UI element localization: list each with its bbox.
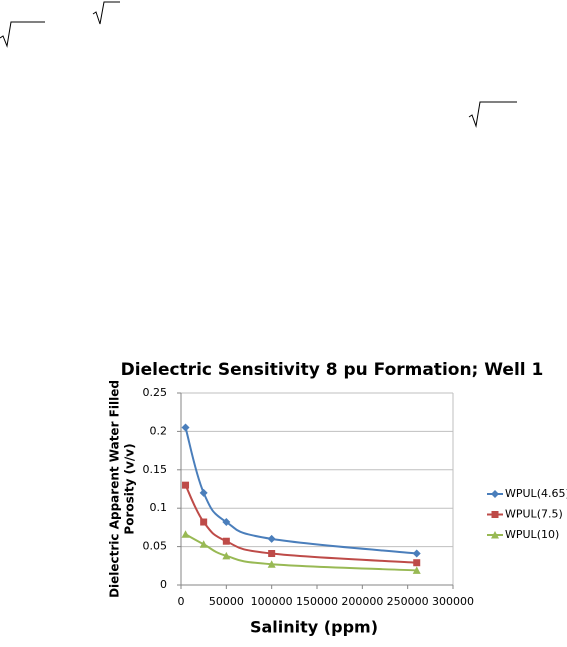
marker — [412, 566, 421, 574]
marker — [200, 518, 208, 526]
x-tick-label: 250000 — [387, 595, 429, 608]
sqrt-symbol — [92, 1, 120, 25]
y-tick-label: 0.15 — [143, 463, 168, 476]
legend-label: WPUL(4.65) — [505, 487, 567, 500]
sqrt-symbol — [0, 21, 45, 48]
marker — [413, 559, 421, 567]
marker — [267, 534, 276, 543]
marker — [268, 550, 276, 558]
marker — [491, 511, 499, 518]
marker — [222, 518, 231, 527]
marker — [199, 488, 208, 497]
marker — [222, 537, 230, 545]
series-line — [185, 533, 417, 572]
series-line — [184, 484, 417, 564]
y-tick-label: 0.2 — [150, 424, 168, 437]
marker — [412, 549, 421, 558]
marker — [182, 481, 190, 489]
sqrt-symbols — [0, 1, 517, 128]
marker — [491, 531, 499, 539]
legend-label: WPUL(7.5) — [505, 508, 563, 521]
y-tick-label: 0 — [160, 578, 167, 591]
marker — [222, 551, 231, 560]
marker — [181, 423, 190, 432]
series-line — [184, 427, 417, 555]
x-tick-label: 100000 — [251, 595, 293, 608]
x-tick-label: 300000 — [432, 595, 474, 608]
y-tick-label: 0.25 — [143, 386, 168, 399]
x-tick-label: 50000 — [209, 595, 244, 608]
marker — [491, 490, 499, 498]
y-tick-label: 0.1 — [150, 501, 168, 514]
marker — [267, 560, 276, 568]
x-tick-label: 0 — [178, 595, 185, 608]
sqrt-symbol — [468, 101, 517, 128]
y-tick-label: 0.05 — [143, 540, 168, 553]
legend-label: WPUL(10) — [505, 528, 559, 541]
x-tick-label: 200000 — [341, 595, 383, 608]
marker — [199, 540, 208, 548]
x-axis-label: Salinity (ppm) — [250, 618, 378, 637]
marker — [181, 530, 190, 538]
y-axis-label-line: Dielectric Apparent Water Filled — [108, 380, 122, 598]
y-axis-label: Dielectric Apparent Water Filled Porosit… — [108, 380, 137, 598]
x-tick-label: 150000 — [296, 595, 338, 608]
chart-title: Dielectric Sensitivity 8 pu Formation; W… — [121, 360, 544, 380]
y-axis-label-line: Porosity (v/v) — [123, 443, 137, 534]
